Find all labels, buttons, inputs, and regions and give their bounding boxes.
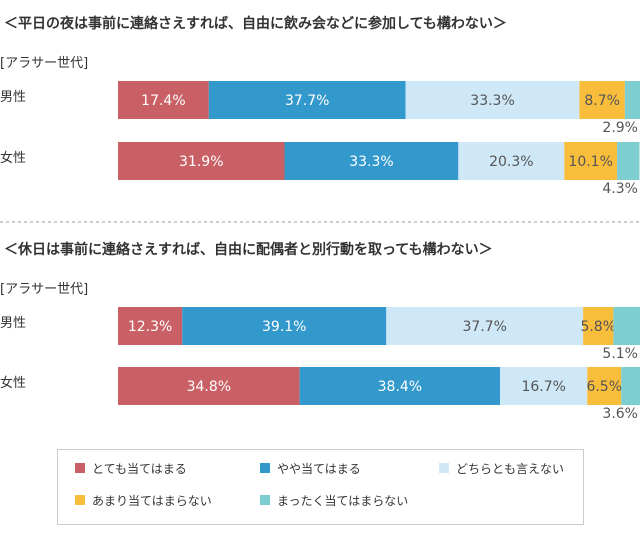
legend-label: どちらとも言えない <box>456 461 565 476</box>
bar-segment <box>458 142 565 180</box>
data-label: 16.7% <box>521 379 565 395</box>
legend-label: とても当てはまる <box>92 461 187 476</box>
bar-segment <box>284 142 459 180</box>
chart-title: ＜休日は事前に連絡さえすれば、自由に配偶者と別行動を取っても構わない＞ <box>4 241 493 258</box>
data-label: 34.8% <box>187 379 231 395</box>
category-label: 女性 <box>0 150 26 166</box>
data-label: 39.1% <box>262 319 306 335</box>
bar-segment <box>617 142 640 180</box>
legend-swatch <box>260 495 270 505</box>
data-label: 4.3% <box>602 181 638 197</box>
category-label: 男性 <box>0 90 26 105</box>
bar-segment <box>405 81 580 119</box>
bar-segment <box>500 367 588 405</box>
chart-subtitle: [アラサー世代] <box>0 56 88 71</box>
data-label: 17.4% <box>141 93 185 109</box>
data-label: 3.6% <box>602 406 638 422</box>
legend-swatch <box>260 463 270 473</box>
bar-segment <box>118 142 285 180</box>
data-label: 2.9% <box>602 120 638 136</box>
legend-item: あまり当てはまらない <box>75 492 212 508</box>
bar-segment <box>118 367 300 405</box>
legend-label: あまり当てはまらない <box>92 493 212 508</box>
legend-item: まったく当てはまらない <box>260 492 408 508</box>
data-label: 5.8% <box>580 319 616 335</box>
bar-segment <box>587 367 622 405</box>
data-label: 31.9% <box>179 154 223 170</box>
legend-item: とても当てはまる <box>75 460 187 476</box>
data-label: 8.7% <box>584 93 620 109</box>
bar-segment <box>208 81 406 119</box>
data-label: 37.7% <box>285 93 329 109</box>
legend-swatch <box>75 463 85 473</box>
chart-title: ＜平日の夜は事前に連絡さえすれば、自由に飲み会などに参加しても構わない＞ <box>4 15 507 32</box>
bar-segment <box>564 142 618 180</box>
category-label: 男性 <box>0 316 26 331</box>
bar-segment <box>583 307 614 345</box>
bar-segment <box>299 367 501 405</box>
legend-item: やや当てはまる <box>260 460 361 476</box>
legend-label: まったく当てはまらない <box>277 493 409 508</box>
data-label: 10.1% <box>568 154 612 170</box>
chart-subtitle: [アラサー世代] <box>0 282 88 297</box>
data-label: 20.3% <box>489 154 533 170</box>
legend-swatch <box>75 495 85 505</box>
data-label: 5.1% <box>602 346 638 362</box>
data-label: 33.3% <box>470 93 514 109</box>
bar-segment <box>579 81 625 119</box>
bar-segment <box>624 81 640 119</box>
data-label: 37.7% <box>462 319 506 335</box>
bar-segment <box>182 307 387 345</box>
legend-item: どちらとも言えない <box>439 460 564 476</box>
bar-segment <box>613 307 640 345</box>
category-label: 女性 <box>0 375 26 391</box>
bar-segment <box>118 81 209 119</box>
bar-segment <box>621 367 640 405</box>
legend: とても当てはまる やや当てはまる どちらとも言えない あまり当てはまらない まっ… <box>57 449 584 525</box>
bar-segment <box>386 307 584 345</box>
data-label: 12.3% <box>128 319 172 335</box>
data-label: 6.5% <box>586 379 622 395</box>
legend-label: やや当てはまる <box>277 461 361 476</box>
bar-segment <box>118 307 183 345</box>
data-label: 33.3% <box>349 154 393 170</box>
legend-swatch <box>439 463 449 473</box>
data-label: 38.4% <box>378 379 422 395</box>
